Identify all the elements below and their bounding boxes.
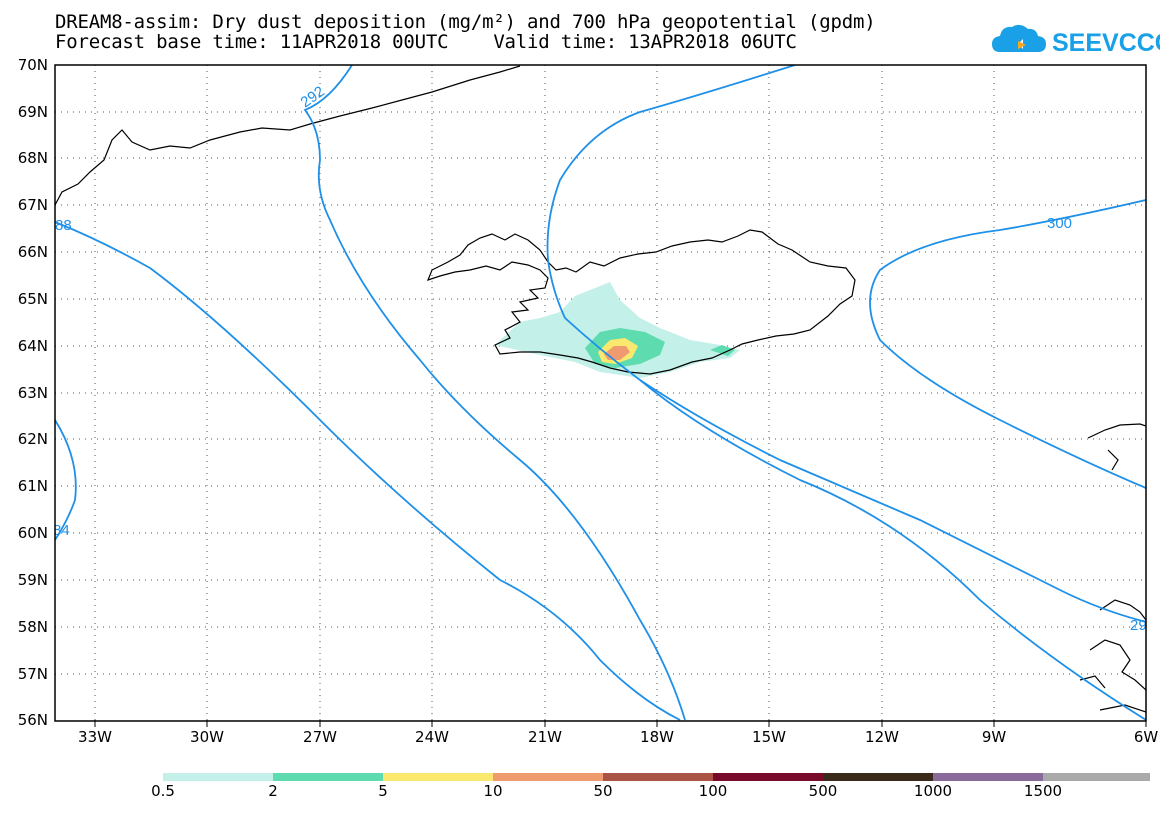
contour-label-88: 88 [55,217,72,234]
contour-84 [55,419,77,541]
lon-label: 30W [190,728,224,746]
colorbar-swatch-4 [493,773,603,781]
map-title: DREAM8-assim: Dry dust deposition (mg/m²… [55,11,876,33]
colorbar-label: 100 [698,782,728,800]
colorbar-label: 2 [268,782,278,800]
lat-label: 63N [17,384,48,402]
colorbar-swatch-9 [1043,773,1150,781]
gridlines [55,65,1146,720]
contour-label-292: 292 [298,83,328,111]
colorbar-label: 0.5 [151,782,175,800]
lon-label: 18W [640,728,674,746]
colorbar-swatch-2 [273,773,383,781]
scotland-coast [1079,423,1146,713]
contour-label-300: 300 [1047,215,1072,232]
cloud-icon [992,24,1046,52]
colorbar-swatch-5 [603,773,713,781]
coastlines [55,65,1146,713]
contour-label-29: 29 [1130,617,1147,634]
lon-label: 6W [1133,728,1159,746]
geopotential-contours [55,65,1146,721]
lat-label: 61N [17,477,48,495]
colorbar-label: 500 [808,782,838,800]
map-frame [54,64,1147,722]
lat-label: 59N [17,571,48,589]
colorbar-swatch-8 [933,773,1043,781]
lon-label: 9W [981,728,1007,746]
tick-marks [94,720,1147,727]
lat-label: 65N [17,290,48,308]
lon-label: 12W [865,728,899,746]
colorbar-label: 5 [378,782,388,800]
iceland-coast [426,229,856,375]
contour-292 [303,65,686,721]
lat-label: 56N [17,711,48,729]
lat-label: 69N [17,103,48,121]
lat-label: 62N [17,430,48,448]
colorbar-swatch-6 [713,773,823,781]
lat-label: 58N [17,618,48,636]
lon-label: 33W [78,728,112,746]
lat-label: 66N [17,243,48,261]
lat-label: 68N [17,149,48,167]
colorbar-swatch-1 [163,773,273,781]
lat-label: 64N [17,337,48,355]
lat-label: 70N [17,56,48,74]
colorbar-label: 1000 [913,782,953,800]
lon-label: 15W [752,728,786,746]
colorbar-swatch-3 [383,773,493,781]
lon-label: 27W [303,728,337,746]
logo-text: SEEVCCC [1052,29,1160,57]
colorbar-label: 1500 [1023,782,1063,800]
greenland-coast [55,65,521,206]
map-subtitle: Forecast base time: 11APR2018 00UTC Vali… [55,31,797,53]
contour-88 [55,221,681,721]
lat-label: 57N [17,665,48,683]
colorbar-label: 50 [593,782,613,800]
colorbar-swatch-7 [823,773,933,781]
contour-29 [639,379,1146,623]
seevccc-logo: SEEVCCC [992,24,1160,57]
contour-300 [869,199,1146,489]
contour-mid [546,65,1146,721]
lon-label: 24W [415,728,449,746]
contour-label-84: 84 [53,522,70,539]
lon-label: 21W [528,728,562,746]
colorbar-label: 10 [483,782,503,800]
colorbar [163,773,1150,781]
lat-label: 67N [17,196,48,214]
lat-label: 60N [17,524,48,542]
